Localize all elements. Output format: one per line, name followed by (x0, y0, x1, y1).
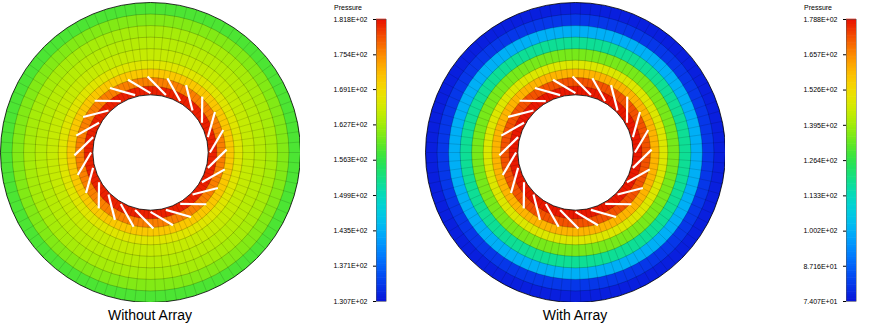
html-text:Without Array: Without Array (108, 307, 192, 323)
svg-text:1.499E+02: 1.499E+02 (333, 192, 367, 199)
html-text:With Array: With Array (542, 307, 608, 323)
svg-text:1.002E+02: 1.002E+02 (803, 227, 837, 234)
svg-text:1.435E+02: 1.435E+02 (333, 227, 367, 234)
svg-text:1.627E+02: 1.627E+02 (333, 121, 367, 128)
svg-text:1.788E+02: 1.788E+02 (803, 16, 837, 23)
svg-text:1.371E+02: 1.371E+02 (333, 262, 367, 269)
svg-text:1.818E+02: 1.818E+02 (333, 16, 367, 23)
svg-text:1.526E+02: 1.526E+02 (803, 86, 837, 93)
svg-text:1.264E+02: 1.264E+02 (803, 157, 837, 164)
svg-text:1.307E+02: 1.307E+02 (333, 298, 367, 305)
svg-text:1.754E+02: 1.754E+02 (333, 51, 367, 58)
svg-text:8.716E+01: 8.716E+01 (803, 262, 837, 269)
svg-text:7.407E+01: 7.407E+01 (803, 298, 837, 305)
svg-text:1.657E+02: 1.657E+02 (803, 51, 837, 58)
svg-text:1.563E+02: 1.563E+02 (333, 156, 367, 163)
html-text:Pressure: Pressure (804, 4, 832, 11)
svg-text:1.691E+02: 1.691E+02 (333, 86, 367, 93)
html-text:Pressure: Pressure (334, 4, 362, 11)
svg-text:1.133E+02: 1.133E+02 (803, 192, 837, 199)
svg-text:1.395E+02: 1.395E+02 (803, 122, 837, 129)
